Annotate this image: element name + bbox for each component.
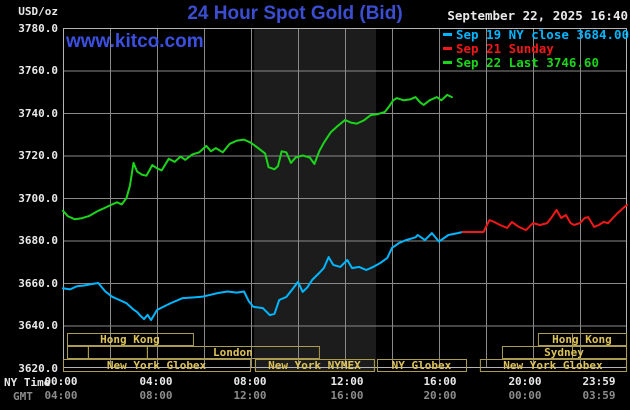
session-box xyxy=(376,359,468,372)
y-axis-tick: 3780.0 xyxy=(18,21,58,35)
y-axis-tick: 3660.0 xyxy=(18,276,58,290)
y-axis-tick: 3700.0 xyxy=(18,191,58,205)
x-axis-tick-ny: 12:00 xyxy=(330,375,364,388)
session-box xyxy=(63,359,252,372)
x-axis-tick-gmt: 12:00 xyxy=(233,389,267,402)
x-axis-tick-ny: 20:00 xyxy=(508,375,542,388)
gmt-axis-label: GMT xyxy=(13,390,33,403)
session-label: New York Globex xyxy=(106,359,207,372)
legend-entry-label: Sep 19 NY close 3684.00 xyxy=(456,26,630,42)
legend-entry: Sep 19 NY close 3684.00 xyxy=(443,26,630,42)
x-axis-tick-ny: 23:59 xyxy=(582,375,616,388)
session-box xyxy=(254,359,375,372)
x-axis-tick-gmt: 16:00 xyxy=(330,389,364,402)
y-axis-tick: 3720.0 xyxy=(18,149,58,162)
x-axis-tick-ny: 08:00 xyxy=(233,375,267,388)
session-label: Hong Kong xyxy=(552,333,612,346)
price-line xyxy=(461,204,628,233)
y-axis-tick: 3740.0 xyxy=(18,106,58,120)
chart-title: 24 Hour Spot Gold (Bid) xyxy=(187,3,403,24)
session-label: New York NYMEX xyxy=(268,359,361,372)
kitco-watermark-link[interactable]: www.kitco.com xyxy=(66,31,204,52)
session-box xyxy=(66,346,89,359)
datetime-label: September 22, 2025 16:40 xyxy=(447,8,628,23)
ny-time-axis-label: NY Time xyxy=(4,376,51,389)
y-axis-tick: 3620.0 xyxy=(18,361,58,375)
session-box xyxy=(501,346,628,359)
x-axis-tick-ny: 04:00 xyxy=(139,375,173,388)
legend-entry-label: Sep 22 Last 3746.60 xyxy=(456,54,599,70)
legend-line-sample xyxy=(443,46,452,50)
session-box xyxy=(146,346,320,359)
x-axis-tick-ny: 16:00 xyxy=(423,375,457,388)
price-line xyxy=(62,93,453,221)
price-line xyxy=(62,231,464,321)
legend-entry-label: Sep 21 Sunday xyxy=(456,40,554,56)
session-label: London xyxy=(213,346,253,359)
y-axis-tick: 3760.0 xyxy=(18,64,58,77)
session-box xyxy=(66,333,194,346)
session-label: Hong Kong xyxy=(100,333,160,346)
x-axis-tick-gmt: 20:00 xyxy=(423,389,457,402)
x-axis-tick-gmt: 04:00 xyxy=(44,389,78,402)
session-box xyxy=(87,346,148,359)
legend-entry: Sep 21 Sunday xyxy=(443,40,554,56)
session-label: Sydney xyxy=(544,346,584,359)
x-axis-tick-ny: 00:00 xyxy=(44,375,78,388)
session-box xyxy=(479,359,628,372)
session-label: New York Globex xyxy=(503,359,603,372)
x-axis-tick-gmt: 03:59 xyxy=(582,389,616,402)
x-axis-tick-gmt: 00:00 xyxy=(508,389,542,402)
session-label: NY Globex xyxy=(391,359,452,372)
plot-border xyxy=(63,28,627,368)
legend-line-sample xyxy=(443,32,452,36)
session-box xyxy=(537,333,628,346)
y-axis-tick: 3680.0 xyxy=(18,234,58,247)
y-axis-tick: 3640.0 xyxy=(18,319,58,332)
nymex-session-band xyxy=(254,28,377,371)
legend-line-sample xyxy=(443,60,452,64)
x-axis-tick-gmt: 08:00 xyxy=(139,389,173,402)
legend-entry: Sep 22 Last 3746.60 xyxy=(443,54,599,70)
y-axis-units-label: USD/oz xyxy=(18,5,58,18)
